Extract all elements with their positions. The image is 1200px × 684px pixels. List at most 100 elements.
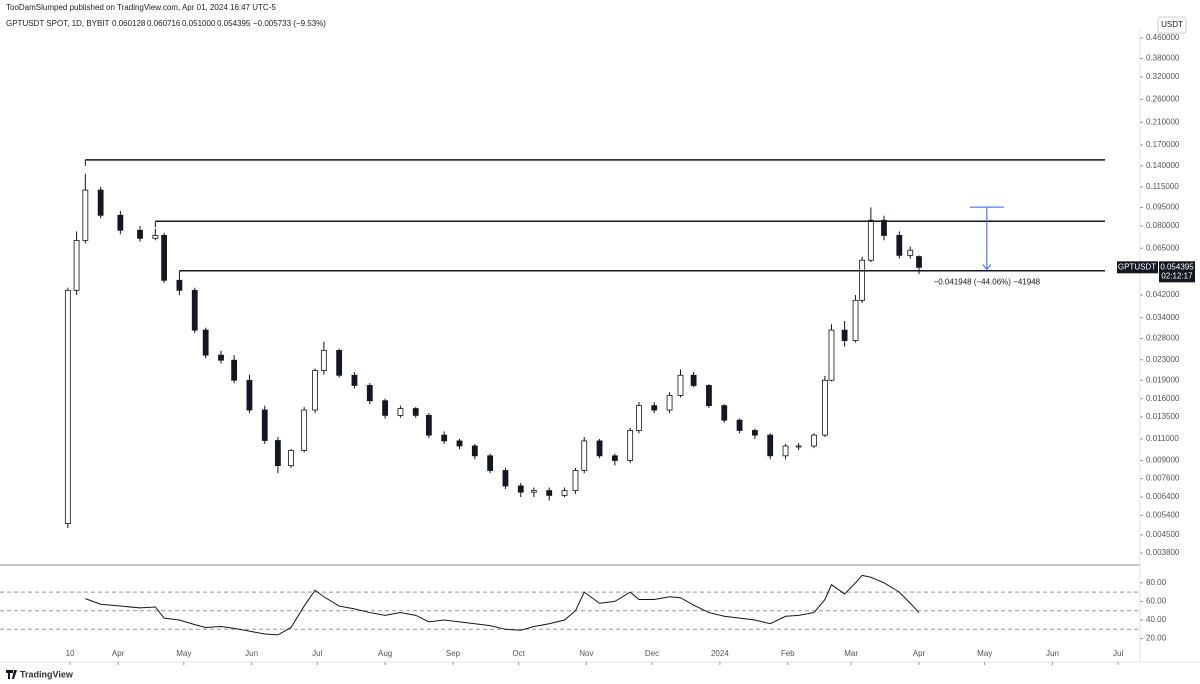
y-tick-label: 40.00 xyxy=(1146,615,1167,624)
y-tick-label: 0.042000 xyxy=(1146,290,1180,299)
candle-body xyxy=(546,490,553,496)
candle-body xyxy=(441,434,448,442)
price-tag-symbol-bg xyxy=(1117,261,1158,274)
candle-body xyxy=(97,189,104,216)
y-tick-label: 0.011000 xyxy=(1146,434,1179,443)
y-tick-label: 0.006400 xyxy=(1146,492,1180,501)
x-tick-label: May xyxy=(977,649,992,658)
candle-body xyxy=(596,440,603,457)
candle-body xyxy=(706,385,712,407)
y-tick-label: 0.380000 xyxy=(1146,54,1180,63)
candle-body xyxy=(487,455,494,471)
x-tick-label: Apr xyxy=(913,649,926,658)
change: −0.005733 (−9.53%) xyxy=(253,19,326,28)
logo xyxy=(6,670,17,679)
candle-body xyxy=(611,455,618,461)
price-tag-value: 0.054395 xyxy=(1160,262,1194,271)
y-tick-label: 0.095000 xyxy=(1146,203,1180,212)
y-tick-label: 0.460000 xyxy=(1146,33,1180,42)
candle-body xyxy=(320,349,327,371)
candle-body xyxy=(907,249,914,256)
x-tick-label: 2024 xyxy=(711,649,729,658)
publisher: TooDamSlumped published on TradingView.c… xyxy=(6,3,276,12)
currency-label: USDT xyxy=(1161,20,1183,29)
candle-body xyxy=(288,450,294,467)
x-tick-label: Sep xyxy=(446,649,461,658)
candle-body xyxy=(530,490,537,493)
y-tick-label: 0.009000 xyxy=(1146,456,1180,465)
candle-body xyxy=(666,395,673,411)
candle-body xyxy=(636,405,642,431)
low: 0.051000 xyxy=(182,19,216,28)
y-tick-label: 0.140000 xyxy=(1146,161,1180,170)
x-tick-label: Jul xyxy=(1113,649,1123,658)
candle-body xyxy=(176,279,183,291)
x-tick-label: Apr xyxy=(112,649,125,658)
x-tick-label: May xyxy=(176,649,191,658)
y-tick-label: 0.013500 xyxy=(1146,412,1180,421)
candle-body xyxy=(767,434,774,457)
y-tick-label: 0.016000 xyxy=(1146,394,1180,403)
candle-body xyxy=(916,256,922,268)
candle-body xyxy=(651,405,658,411)
y-tick-label: 0.065000 xyxy=(1146,243,1180,252)
candle-body xyxy=(117,214,124,231)
y-tick-label: 0.170000 xyxy=(1146,140,1180,149)
symbol: GPTUSDT SPOT, 1D, BYBIT xyxy=(6,19,110,28)
candle-body xyxy=(852,299,859,341)
close: 0.054395 xyxy=(217,19,251,28)
measure-label: −0.041948 (−44.06%) −41948 xyxy=(934,278,1041,287)
x-tick-label: Dec xyxy=(645,649,659,658)
x-tick-label: Mar xyxy=(844,649,858,658)
candle-body xyxy=(677,374,684,396)
y-tick-label: 0.260000 xyxy=(1146,94,1180,103)
candle-body xyxy=(502,470,509,487)
candle-body xyxy=(572,470,579,491)
candle-body xyxy=(336,349,343,376)
candle-body xyxy=(246,379,253,411)
x-tick-label: Jul xyxy=(312,649,322,658)
candle-body xyxy=(137,229,143,239)
x-tick-label: 10 xyxy=(66,649,75,658)
candle-body xyxy=(231,359,238,381)
candle-body xyxy=(425,414,432,436)
candle-body xyxy=(397,408,404,416)
candle-body xyxy=(841,329,848,341)
candle-body xyxy=(517,485,524,493)
y-tick-label: 0.023000 xyxy=(1146,355,1180,364)
candle-body xyxy=(471,445,478,457)
y-tick-label: 20.00 xyxy=(1146,634,1167,643)
y-tick-label: 0.210000 xyxy=(1146,117,1180,126)
open: 0.060128 xyxy=(112,19,146,28)
y-tick-label: 0.320000 xyxy=(1146,72,1180,81)
x-tick-label: Nov xyxy=(579,649,593,658)
candle-body xyxy=(795,445,802,448)
candle-body xyxy=(82,189,89,241)
candle-body xyxy=(261,409,268,441)
price-tag-symbol: GPTUSDT xyxy=(1118,262,1156,271)
candle-body xyxy=(191,289,198,331)
candle-body xyxy=(351,374,358,386)
x-tick-label: Jun xyxy=(1046,649,1059,658)
candle-body xyxy=(64,289,71,524)
candle-body xyxy=(218,354,224,361)
y-tick-label: 0.080000 xyxy=(1146,221,1180,230)
y-tick-label: 0.005400 xyxy=(1146,510,1180,519)
candle-body xyxy=(274,440,281,467)
rsi-line xyxy=(85,574,920,636)
y-tick-label: 0.003800 xyxy=(1146,548,1180,557)
x-tick-label: Aug xyxy=(378,649,392,658)
footer: TradingView xyxy=(20,669,74,679)
candle-body xyxy=(202,329,209,356)
candle-body xyxy=(721,405,728,421)
candle-body xyxy=(412,408,419,416)
candle-body xyxy=(828,329,835,381)
high: 0.060716 xyxy=(147,19,181,28)
candle-body xyxy=(73,239,80,291)
candle-body xyxy=(161,235,168,281)
currency-button[interactable] xyxy=(1157,16,1187,34)
candle-body xyxy=(301,409,308,451)
candle-body xyxy=(627,430,634,461)
